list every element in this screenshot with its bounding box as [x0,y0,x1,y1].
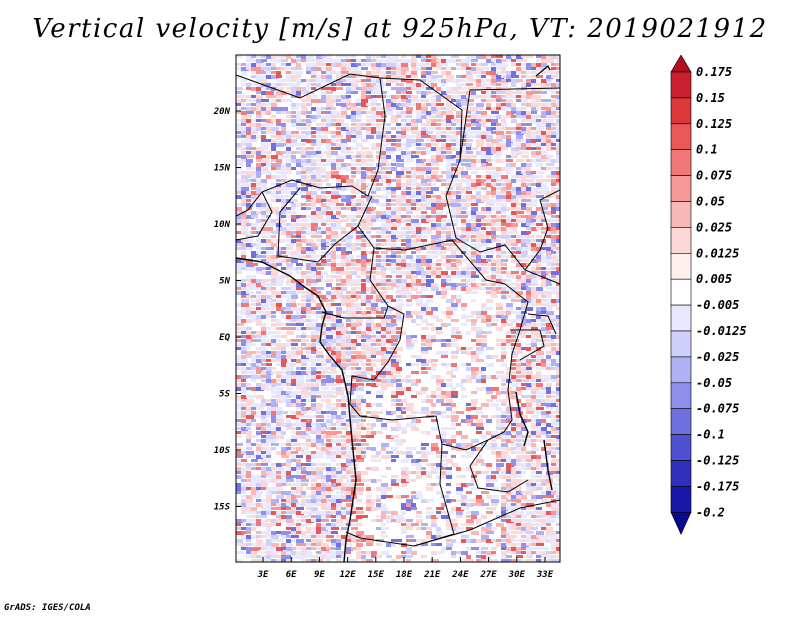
colorbar-level-label: -0.175 [696,479,739,493]
colorbar-level-label: -0.0125 [696,324,747,338]
colorbar-swatch [670,382,692,409]
lake-malawi [543,439,553,491]
lat-tick-label: 5S [219,390,230,400]
lon-tick-label: 24E [451,570,469,580]
colorbar-swatch [670,123,692,151]
colorbar-level-label: -0.05 [696,376,732,390]
lake-tanganyika [515,391,529,447]
border-south [413,499,560,547]
colorbar-swatch [670,201,692,228]
border-sudan [455,237,560,285]
colorbar-swatch [670,460,692,487]
colorbar-swatch [670,97,692,125]
latitude-axis: 20N 15N 10N 5N EQ 5S 10S 15S [213,107,241,513]
colorbar-swatch [670,486,692,513]
border-zambia [441,439,489,451]
border-lakes [510,313,557,361]
vertical-velocity-field [236,55,560,562]
colorbar-swatch [670,408,692,435]
colorbar-boxes [670,55,692,536]
colorbar-level-label: -0.025 [696,350,739,364]
colorbar-level-label: 0.15 [696,91,725,105]
lon-tick-label: 30E [508,570,526,580]
colorbar-swatch [670,253,692,280]
colorbar-labels: 0.175 0.15 0.125 0.1 0.075 0.05 0.025 0.0125 0.0… [696,65,747,519]
colorbar-level-label: 0.005 [696,272,732,286]
plot-frame [235,54,561,563]
colorbar-swatch [670,434,692,461]
lat-tick-label: 15N [214,164,231,174]
colorbar-level-label: -0.1 [696,428,725,442]
colorbar-swatch [670,149,692,176]
coastline-horn [535,65,551,77]
lon-tick-label: 33E [536,570,554,580]
country-borders [236,73,560,547]
map-title: Vertical velocity [m/s] at 925hPa, VT: 2… [32,14,768,44]
lat-tick-label: 10S [214,446,231,456]
colorbar: 0.175 0.15 0.125 0.1 0.075 0.05 0.025 0.0125 0.0… [670,55,747,536]
border-congo [351,305,405,381]
colorbar-level-label: 0.075 [696,169,732,183]
border-mali-niger [236,191,273,241]
lon-tick-label: 21E [423,570,441,580]
colorbar-swatch [670,278,692,306]
lon-tick-label: 3E [257,570,269,580]
colorbar-swatch [670,304,692,332]
lat-tick-label: EQ [219,333,230,343]
longitude-axis: 3E 6E 9E 12E 15E 18E 21E 24E 27E 30E 33E [257,557,554,580]
lon-tick-label: 6E [286,570,297,580]
colorbar-level-label: 0.1 [696,143,718,157]
colorbar-swatch [670,55,692,73]
border-east [524,189,560,271]
colorbar-swatch [670,227,692,254]
border-car [373,239,529,303]
lon-tick-label: 15E [368,570,385,580]
colorbar-level-label: -0.075 [696,402,739,416]
border-niger-chad [379,77,463,239]
colorbar-swatch [670,356,692,384]
colorbar-swatch [670,330,692,358]
colorbar-level-label: 0.05 [696,195,725,209]
lon-tick-label: 12E [339,570,356,580]
colorbar-level-label: 0.175 [696,65,732,79]
lon-tick-label: 9E [314,570,325,580]
lat-tick-label: 10N [214,220,231,230]
coastline-west-africa [236,257,357,562]
colorbar-swatch [670,175,692,202]
lat-tick-label: 5N [219,277,230,287]
colorbar-level-label: 0.0125 [696,246,739,260]
lon-tick-label: 18E [396,570,413,580]
colorbar-level-label: 0.025 [696,220,732,234]
colorbar-level-label: 0.125 [696,117,732,131]
border-drc-east [469,301,529,493]
lon-tick-label: 27E [479,570,497,580]
colorbar-swatch [670,71,692,99]
colorbar-swatch [670,511,692,536]
border-ethiopia [459,87,560,161]
colorbar-level-label: -0.2 [696,505,725,519]
colorbar-level-label: -0.125 [696,454,739,468]
lat-tick-label: 20N [213,107,231,117]
colorbar-level-label: -0.005 [696,298,739,312]
grads-credit: GrADS: IGES/COLA [4,603,91,613]
lat-tick-label: 15S [214,503,231,513]
